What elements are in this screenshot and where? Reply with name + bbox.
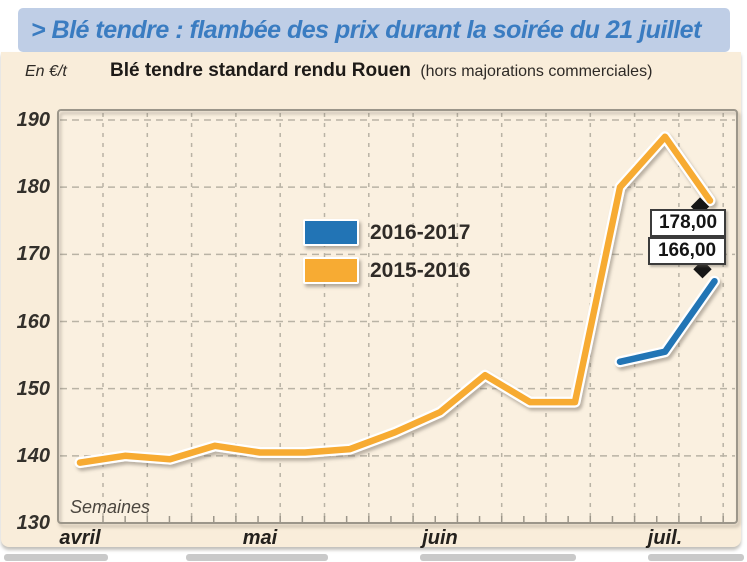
chart-heading: Blé tendre standard rendu Rouen (hors ma… bbox=[110, 60, 652, 82]
y-axis-unit-label: En €/t bbox=[25, 63, 67, 80]
chart-title: Blé tendre standard rendu Rouen bbox=[110, 60, 411, 81]
x-axis-title: Semaines bbox=[70, 497, 151, 517]
y-tick-label: 170 bbox=[16, 243, 50, 266]
chart-panel bbox=[1, 52, 741, 547]
cropped-segment bbox=[420, 554, 576, 561]
legend: 2016-2017 2015-2016 bbox=[303, 219, 470, 295]
y-tick-label: 180 bbox=[16, 176, 50, 199]
y-tick-label: 190 bbox=[16, 109, 50, 131]
x-tick-label-avril: avril bbox=[59, 527, 101, 549]
title-bar: > Blé tendre : flambée des prix durant l… bbox=[18, 8, 730, 52]
headline: > Blé tendre : flambée des prix durant l… bbox=[31, 15, 701, 44]
cropped-segment bbox=[186, 554, 328, 561]
legend-swatch-blue bbox=[303, 219, 359, 246]
y-tick-label: 140 bbox=[16, 444, 50, 467]
price-label-2015-2016: 178,00 bbox=[650, 209, 726, 237]
y-tick-label: 130 bbox=[16, 512, 50, 534]
legend-item-2016-2017: 2016-2017 bbox=[303, 219, 470, 246]
cropped-segment bbox=[4, 554, 108, 561]
x-tick-label-mai: mai bbox=[242, 527, 278, 549]
x-tick-label-juil: juil. bbox=[647, 527, 683, 549]
y-tick-label: 160 bbox=[16, 310, 50, 333]
chart-subtitle: (hors majorations commerciales) bbox=[420, 63, 653, 80]
cropped-content-edge bbox=[0, 554, 747, 562]
y-tick-label: 150 bbox=[16, 377, 50, 400]
x-tick-label-juin: juin bbox=[422, 527, 458, 549]
legend-label: 2016-2017 bbox=[370, 220, 471, 244]
legend-label: 2015-2016 bbox=[370, 258, 471, 282]
cropped-segment bbox=[648, 554, 744, 561]
legend-swatch-orange bbox=[303, 257, 359, 284]
legend-item-2015-2016: 2015-2016 bbox=[303, 257, 470, 284]
price-label-2016-2017: 166,00 bbox=[648, 237, 726, 265]
